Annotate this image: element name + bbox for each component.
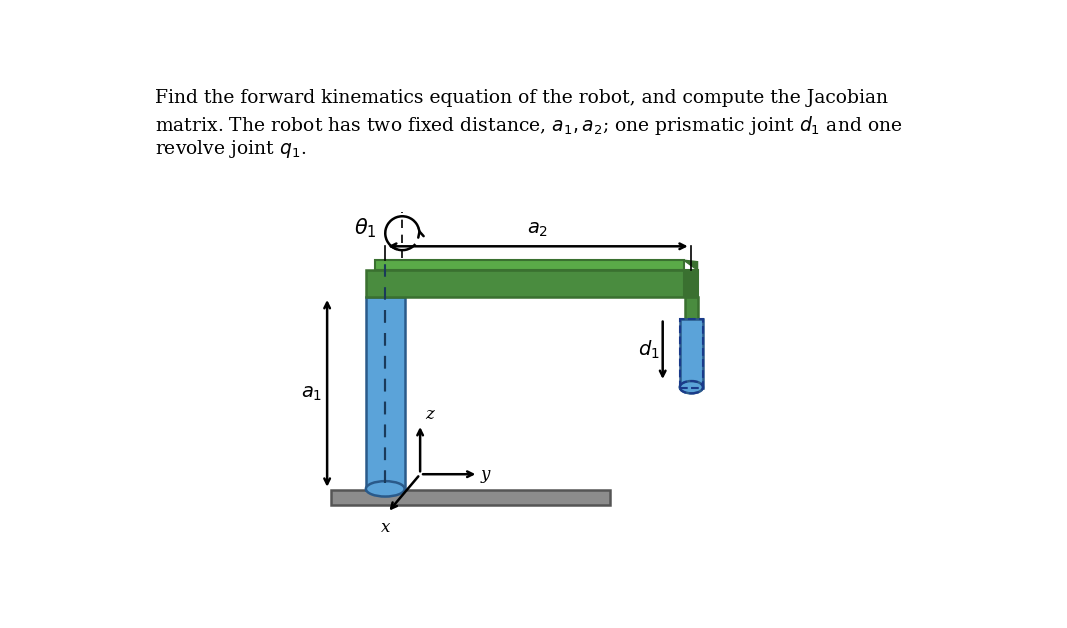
- Bar: [376, 260, 684, 270]
- Text: z: z: [426, 406, 434, 423]
- Text: matrix. The robot has two fixed distance, $a_1, a_2$; one prismatic joint $d_1$ : matrix. The robot has two fixed distance…: [155, 114, 903, 137]
- Text: Find the forward kinematics equation of the robot, and compute the Jacobian: Find the forward kinematics equation of …: [155, 89, 888, 107]
- Polygon shape: [684, 260, 698, 270]
- Text: $a_2$: $a_2$: [527, 220, 548, 239]
- Text: $\theta_1$: $\theta_1$: [354, 217, 377, 241]
- Ellipse shape: [680, 381, 703, 393]
- Text: $d_1$: $d_1$: [638, 339, 659, 361]
- Bar: [366, 270, 684, 297]
- Text: revolve joint $q_1$.: revolve joint $q_1$.: [155, 139, 306, 161]
- Bar: [684, 270, 698, 297]
- Text: $a_1$: $a_1$: [301, 384, 322, 403]
- Text: y: y: [480, 466, 490, 483]
- Bar: [331, 490, 610, 505]
- Bar: [680, 318, 703, 388]
- Ellipse shape: [366, 481, 404, 497]
- Bar: [680, 318, 703, 388]
- Text: x: x: [381, 519, 391, 536]
- Bar: [366, 297, 404, 490]
- Bar: [685, 297, 698, 318]
